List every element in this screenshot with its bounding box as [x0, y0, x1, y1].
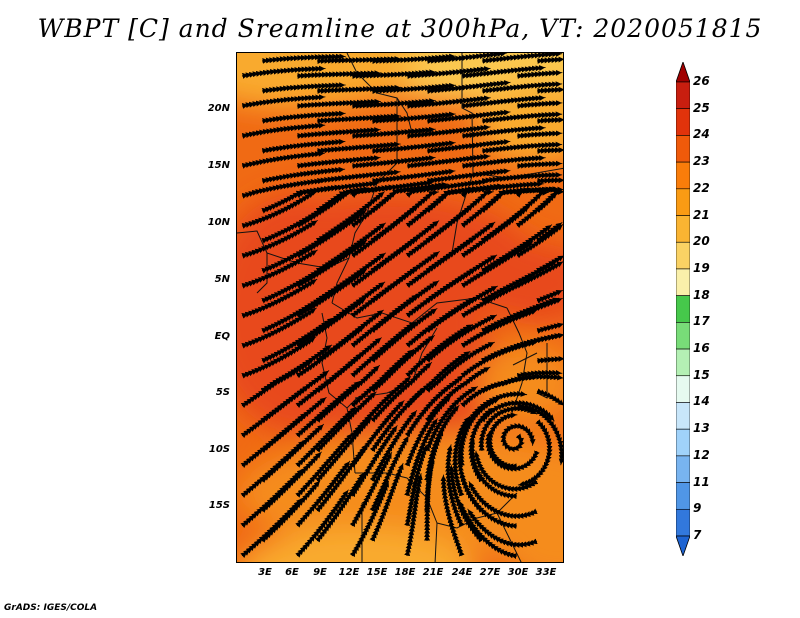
lat-label: 10N — [207, 217, 230, 228]
colorbar-label: 17 — [693, 314, 710, 329]
colorbar-label: 15 — [693, 367, 710, 382]
colorbar-label: 18 — [693, 287, 710, 302]
lon-label: 12E — [338, 567, 360, 578]
lon-label: 9E — [313, 567, 327, 578]
streamlines — [240, 53, 563, 560]
colorbar-label: 13 — [693, 421, 710, 436]
plot-title: WBPT [C] and Sreamline at 300hPa, VT: 20… — [37, 14, 763, 43]
colorbar-label: 11 — [693, 474, 710, 489]
colorbar-label: 22 — [693, 180, 710, 195]
colorbar-label: 19 — [693, 260, 710, 275]
lat-label: 20N — [207, 103, 230, 114]
lon-label: 3E — [258, 567, 272, 578]
colorbar-label: 26 — [693, 74, 710, 88]
colorbar-label: 7 — [693, 528, 702, 542]
streamline-map — [237, 53, 563, 562]
lon-label: 18E — [394, 567, 416, 578]
colorbar-label: 21 — [693, 207, 710, 222]
lon-label: 33E — [535, 567, 557, 578]
lon-label: 15E — [366, 567, 388, 578]
grads-credit: GrADS: IGES/COLA — [4, 603, 98, 613]
map-panel — [236, 52, 564, 563]
colorbar-label: 20 — [693, 234, 710, 249]
colorbar-label: 25 — [693, 100, 710, 115]
lon-label: 24E — [451, 567, 473, 578]
colorbar-label: 16 — [693, 341, 710, 356]
colorbar-label: 24 — [693, 127, 710, 142]
lat-label: EQ — [214, 331, 230, 342]
colorbar-label: 14 — [693, 394, 710, 409]
lon-label: 30E — [507, 567, 529, 578]
colorbar — [676, 62, 690, 556]
lon-label: 6E — [285, 567, 299, 578]
colorbar-label: 12 — [693, 447, 710, 462]
lat-label: 15N — [207, 160, 230, 171]
colorbar-label: 9 — [693, 501, 702, 516]
lon-label: 21E — [422, 567, 444, 578]
lat-label: 10S — [208, 444, 230, 455]
lat-label: 5S — [215, 387, 230, 398]
lat-label: 15S — [208, 500, 230, 511]
lon-label: 27E — [479, 567, 501, 578]
lat-label: 5N — [214, 274, 230, 285]
colorbar-label: 23 — [693, 154, 710, 169]
